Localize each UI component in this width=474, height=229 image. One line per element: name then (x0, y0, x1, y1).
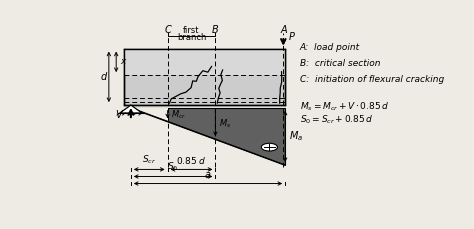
Text: branch: branch (177, 33, 206, 42)
Text: P: P (289, 32, 295, 42)
Text: first: first (183, 26, 200, 35)
Bar (124, 49, 285, 75)
Bar (124, 49, 285, 105)
Text: x: x (120, 57, 125, 66)
Text: $M_{cr}$: $M_{cr}$ (171, 108, 186, 121)
Text: d: d (100, 72, 107, 82)
Text: $S_{cr}$: $S_{cr}$ (142, 154, 156, 166)
Text: $M_s = M_{cr} + V \cdot 0.85\,d$: $M_s = M_{cr} + V \cdot 0.85\,d$ (300, 101, 389, 113)
Circle shape (261, 143, 277, 151)
Text: $M_s$: $M_s$ (219, 117, 231, 130)
Text: $M_a$: $M_a$ (289, 129, 303, 143)
Text: B: B (212, 25, 219, 35)
Text: V: V (115, 110, 122, 120)
Text: A: A (280, 25, 287, 35)
Text: A:  load point: A: load point (300, 43, 360, 52)
Polygon shape (131, 108, 168, 121)
Text: B:  critical section: B: critical section (300, 59, 380, 68)
Polygon shape (131, 108, 285, 165)
Text: $a$: $a$ (204, 170, 212, 180)
Text: $S_0 = S_{cr} + 0.85\,d$: $S_0 = S_{cr} + 0.85\,d$ (300, 113, 373, 125)
Text: C:  initiation of flexural cracking: C: initiation of flexural cracking (300, 75, 444, 84)
Text: $0.85\ d$: $0.85\ d$ (176, 155, 207, 166)
Text: $S_0$: $S_0$ (167, 161, 179, 173)
Text: C: C (164, 25, 171, 35)
Polygon shape (120, 105, 142, 113)
